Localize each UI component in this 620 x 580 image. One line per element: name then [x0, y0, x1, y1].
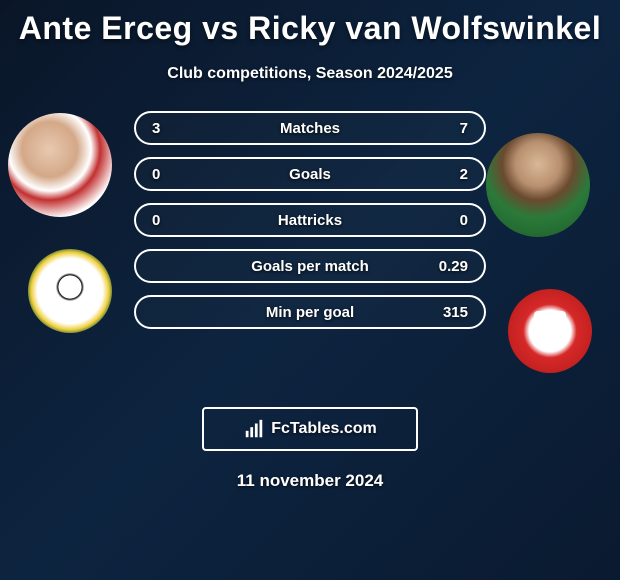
brand-badge: FcTables.com [202, 407, 418, 451]
subtitle: Club competitions, Season 2024/2025 [0, 65, 620, 83]
chart-icon [243, 418, 265, 440]
stat-label: Goals [134, 166, 486, 183]
stat-label: Hattricks [134, 212, 486, 229]
stat-row: Min per goal 315 [134, 295, 486, 329]
stat-label: Goals per match [134, 258, 486, 275]
stat-row: 0 Goals 2 [134, 157, 486, 191]
page-title: Ante Erceg vs Ricky van Wolfswinkel [0, 0, 620, 47]
player-left-photo [8, 113, 112, 217]
player-right-photo [486, 133, 590, 237]
stat-row: Goals per match 0.29 [134, 249, 486, 283]
comparison-area: 3 Matches 7 0 Goals 2 0 Hattricks 0 Goal… [0, 111, 620, 371]
club-left-logo [28, 249, 112, 333]
stats-list: 3 Matches 7 0 Goals 2 0 Hattricks 0 Goal… [134, 111, 486, 341]
club-right-logo [508, 289, 592, 373]
stat-row: 3 Matches 7 [134, 111, 486, 145]
stat-row: 0 Hattricks 0 [134, 203, 486, 237]
brand-text: FcTables.com [271, 420, 377, 438]
stat-label: Matches [134, 120, 486, 137]
date-text: 11 november 2024 [0, 471, 620, 491]
stat-label: Min per goal [134, 304, 486, 321]
